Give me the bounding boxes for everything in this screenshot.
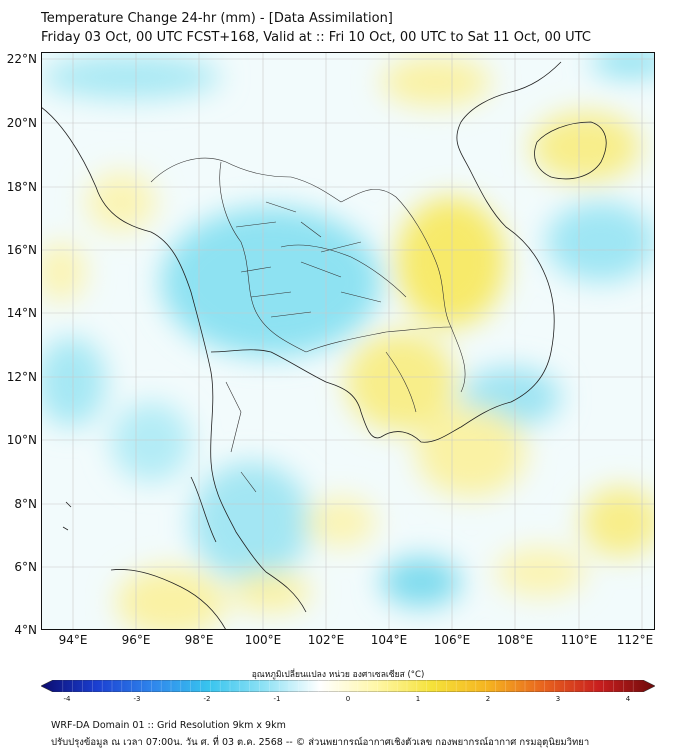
map-title: Temperature Change 24-hr (mm) - [Data As… bbox=[41, 11, 393, 26]
coastlines bbox=[41, 61, 607, 630]
lat-label: 10°N bbox=[6, 433, 37, 447]
colorbar-tick: 4 bbox=[625, 695, 631, 703]
lon-label: 94°E bbox=[58, 633, 88, 647]
lat-label: 16°N bbox=[6, 243, 37, 257]
colorbar-tick: 1 bbox=[415, 695, 421, 703]
colorbar-tick: 0 bbox=[345, 695, 351, 703]
lon-label: 108°E bbox=[496, 633, 534, 647]
lon-label: 98°E bbox=[184, 633, 214, 647]
lon-label: 96°E bbox=[121, 633, 151, 647]
lat-label: 18°N bbox=[6, 180, 37, 194]
colorbar-tick: 3 bbox=[555, 695, 561, 703]
temperature-change-map bbox=[41, 52, 655, 630]
admin-borders bbox=[150, 157, 466, 493]
colorbar-tick: 2 bbox=[485, 695, 491, 703]
lat-label: 4°N bbox=[14, 623, 37, 637]
lat-label: 14°N bbox=[6, 306, 37, 320]
colorbar-tick: -4 bbox=[63, 695, 71, 703]
colorbar-title: อุณหภูมิเปลี่ยนแปลง หน่วย องศาเซลเซียส (… bbox=[251, 670, 425, 680]
lon-label: 102°E bbox=[307, 633, 345, 647]
lon-label: 106°E bbox=[433, 633, 471, 647]
lon-label: 112°E bbox=[616, 633, 654, 647]
colorbar-tick: -1 bbox=[273, 695, 281, 703]
footer-model-info: WRF-DA Domain 01 :: Grid Resolution 9km … bbox=[51, 720, 286, 731]
lat-label: 6°N bbox=[14, 560, 37, 574]
lon-label: 104°E bbox=[370, 633, 408, 647]
lat-label: 20°N bbox=[6, 116, 37, 130]
lat-label: 22°N bbox=[6, 52, 37, 66]
colorbar-tick: -2 bbox=[203, 695, 211, 703]
colorbar bbox=[41, 680, 655, 692]
footer-credits: ปรับปรุงข้อมูล ณ เวลา 07:00น. วัน ศ. ที่… bbox=[51, 737, 590, 748]
map-subtitle: Friday 03 Oct, 00 UTC FCST+168, Valid at… bbox=[41, 30, 591, 45]
lon-label: 100°E bbox=[244, 633, 282, 647]
colorbar-tick: -3 bbox=[133, 695, 141, 703]
lon-label: 110°E bbox=[560, 633, 598, 647]
graticule bbox=[41, 52, 655, 630]
lat-label: 12°N bbox=[6, 370, 37, 384]
lat-label: 8°N bbox=[14, 497, 37, 511]
